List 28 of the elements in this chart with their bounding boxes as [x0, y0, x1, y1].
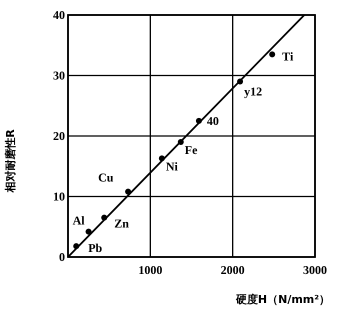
- annotation: Cu: [98, 170, 114, 185]
- y-tick-label: 40: [53, 8, 65, 22]
- y-axis-title: 相对耐磨性R: [4, 128, 17, 194]
- point: [237, 78, 244, 85]
- x-axis-title: 硬度H（N/mm²）: [234, 293, 330, 306]
- point: [196, 118, 202, 124]
- point: [158, 155, 165, 162]
- point: [101, 214, 108, 221]
- annotation: Al: [72, 214, 86, 228]
- annotation: Zn: [114, 216, 130, 231]
- y-tick-label: 0: [59, 250, 65, 264]
- point: [178, 139, 184, 146]
- point: [269, 51, 276, 58]
- point: [125, 188, 132, 195]
- x-tick-label: 1000: [138, 263, 162, 277]
- point: [73, 243, 80, 250]
- point: [86, 228, 92, 235]
- x-tick-label: 2000: [220, 263, 245, 277]
- y-tick-label: 30: [53, 68, 65, 82]
- annotation: 40: [206, 114, 219, 128]
- y-tick-label: 10: [53, 190, 65, 204]
- annotation: Ti: [282, 49, 294, 64]
- annotation: Ni: [166, 159, 179, 174]
- y-tick-label: 20: [53, 129, 65, 143]
- annotation: Fe: [184, 143, 198, 158]
- annotation: Pb: [88, 241, 103, 256]
- annotation: y12: [244, 84, 262, 99]
- x-tick-label: 3000: [303, 263, 327, 277]
